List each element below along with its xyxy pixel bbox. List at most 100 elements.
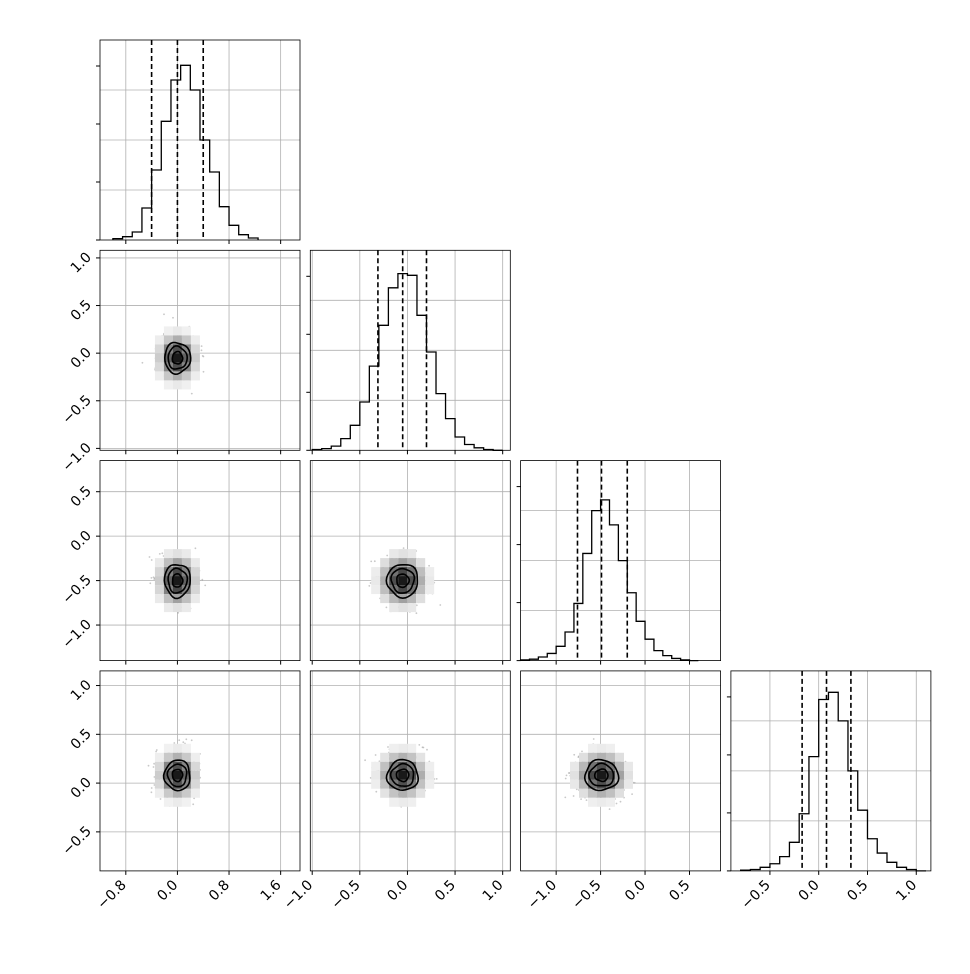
scatter-point	[153, 766, 155, 768]
scatter-point	[370, 561, 372, 563]
density-cell	[191, 353, 200, 362]
scatter-point	[418, 744, 420, 746]
density-cell	[371, 585, 380, 594]
density-cell	[416, 762, 425, 771]
density-grid-3	[155, 744, 200, 807]
density-cell	[191, 344, 200, 353]
density-cell	[155, 344, 164, 353]
density-cell	[155, 753, 164, 762]
density-cell	[155, 771, 164, 780]
scatter-point	[192, 803, 194, 805]
scatter-point	[387, 746, 389, 748]
density-cell	[191, 585, 200, 594]
density-cell	[398, 603, 407, 612]
density-cell	[389, 603, 398, 612]
scatter-point	[177, 612, 179, 614]
density-cell	[398, 771, 407, 780]
density-cell	[398, 798, 407, 807]
density-cell	[425, 567, 434, 576]
density-cell	[425, 780, 434, 789]
density-cell	[191, 771, 200, 780]
panel-2-2	[517, 461, 721, 661]
scatter-point	[581, 751, 583, 753]
density-cell	[182, 335, 191, 344]
scatter-point	[426, 749, 428, 751]
density-cell	[371, 576, 380, 585]
density-cell	[407, 789, 416, 798]
density-cell	[155, 576, 164, 585]
density-cell	[164, 326, 173, 335]
scatter-point	[416, 612, 418, 614]
density-cell	[380, 762, 389, 771]
scatter-point	[178, 739, 180, 741]
scatter-point	[153, 576, 155, 578]
density-cell	[191, 567, 200, 576]
density-cell	[191, 335, 200, 344]
scatter-point	[439, 604, 441, 606]
scatter-point	[173, 742, 175, 744]
density-cell	[416, 753, 425, 762]
density-cell	[182, 744, 191, 753]
panel-border	[100, 461, 300, 661]
density-cell	[416, 789, 425, 798]
density-cell	[191, 371, 200, 380]
scatter-point	[375, 754, 377, 756]
histogram-step-2	[521, 500, 699, 661]
scatter-point	[156, 749, 158, 751]
panel-0-0	[96, 40, 300, 240]
density-cell	[164, 789, 173, 798]
scatter-point	[201, 579, 203, 581]
density-cell	[380, 558, 389, 567]
density-grid-4	[371, 744, 434, 807]
density-cell	[155, 371, 164, 380]
scatter-point	[403, 547, 405, 549]
density-cell	[182, 798, 191, 807]
scatter-point	[423, 747, 425, 749]
scatter-point	[151, 577, 153, 579]
density-cell	[371, 771, 380, 780]
density-cell	[155, 762, 164, 771]
density-cell	[173, 549, 182, 558]
density-grid-0	[155, 326, 200, 389]
density-cell	[416, 558, 425, 567]
panel-3-0	[100, 671, 300, 871]
panel-1-0	[100, 250, 300, 450]
scatter-point	[161, 552, 163, 554]
density-cell	[371, 762, 380, 771]
scatter-point	[191, 393, 193, 395]
density-cell	[173, 576, 182, 585]
density-cell	[182, 380, 191, 389]
density-cell	[191, 762, 200, 771]
density-cell	[164, 744, 173, 753]
density-cell	[398, 576, 407, 585]
density-cell	[155, 335, 164, 344]
density-cell	[407, 549, 416, 558]
scatter-point	[374, 560, 376, 562]
panel-3-2	[521, 671, 721, 871]
density-cell	[407, 798, 416, 807]
scatter-point	[160, 798, 162, 800]
panel-1-1	[306, 250, 510, 450]
density-cell	[182, 326, 191, 335]
density-cell	[182, 789, 191, 798]
density-cell	[191, 789, 200, 798]
scatter-point	[148, 765, 150, 767]
density-cell	[425, 771, 434, 780]
density-cell	[389, 789, 398, 798]
density-cell	[182, 371, 191, 380]
density-cell	[380, 576, 389, 585]
density-cell	[380, 753, 389, 762]
scatter-point	[185, 738, 187, 740]
histogram-step-0	[113, 65, 258, 240]
density-grid-2	[371, 549, 434, 612]
scatter-point	[202, 355, 204, 357]
scatter-point	[151, 787, 153, 789]
histogram-step-3	[741, 692, 926, 871]
density-cell	[173, 326, 182, 335]
density-cell	[191, 576, 200, 585]
panel-2-1	[310, 461, 510, 661]
scatter-point	[375, 791, 377, 793]
density-cell	[425, 762, 434, 771]
